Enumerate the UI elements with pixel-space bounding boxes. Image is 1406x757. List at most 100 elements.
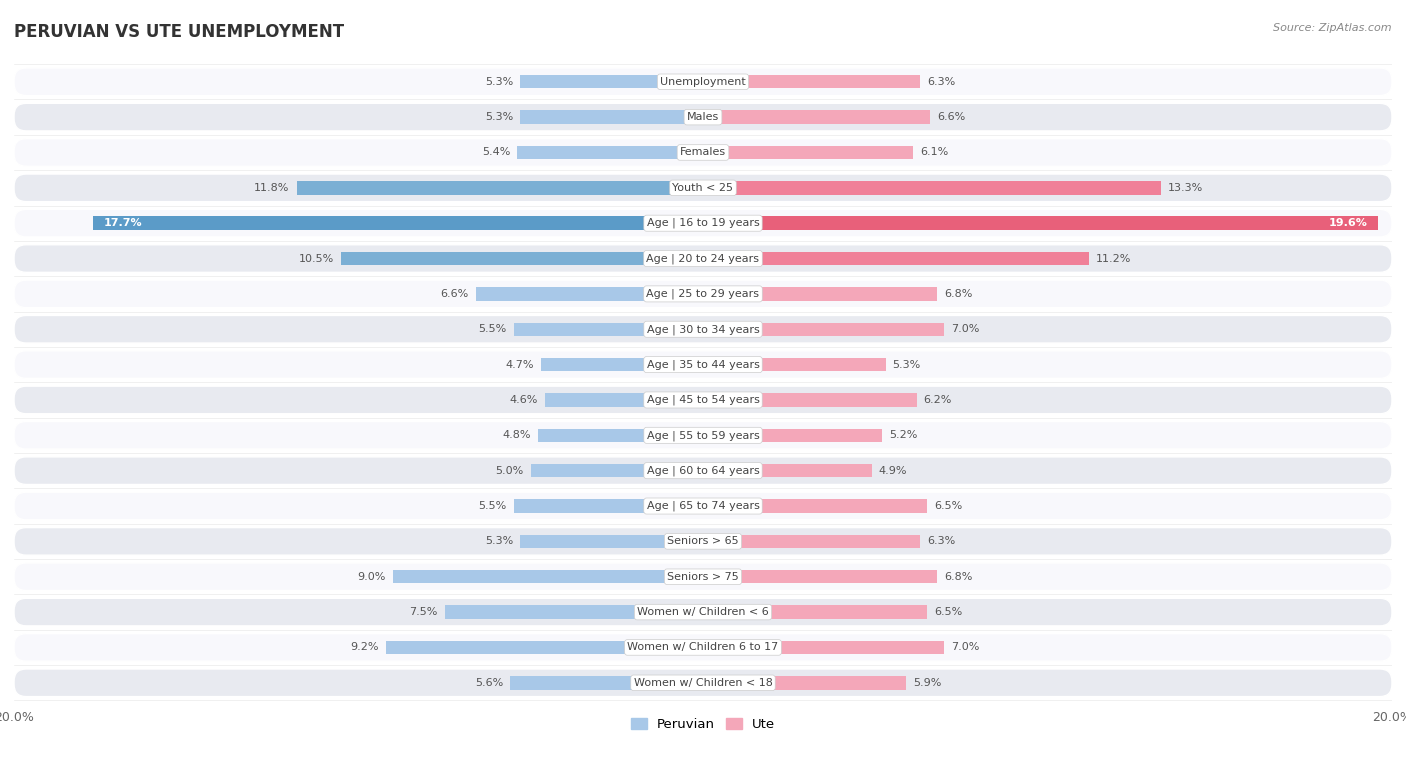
Text: Age | 55 to 59 years: Age | 55 to 59 years — [647, 430, 759, 441]
Text: Age | 30 to 34 years: Age | 30 to 34 years — [647, 324, 759, 335]
FancyBboxPatch shape — [14, 669, 1392, 696]
Text: 11.2%: 11.2% — [1095, 254, 1130, 263]
Text: 5.2%: 5.2% — [889, 430, 917, 441]
FancyBboxPatch shape — [14, 280, 1392, 307]
Bar — [703, 252, 1088, 265]
Text: 6.6%: 6.6% — [440, 289, 468, 299]
FancyBboxPatch shape — [14, 598, 1392, 626]
Bar — [444, 606, 703, 618]
Text: Age | 45 to 54 years: Age | 45 to 54 years — [647, 394, 759, 405]
FancyBboxPatch shape — [14, 563, 1392, 590]
Text: Women w/ Children < 6: Women w/ Children < 6 — [637, 607, 769, 617]
Text: Women w/ Children < 18: Women w/ Children < 18 — [634, 678, 772, 688]
FancyBboxPatch shape — [14, 386, 1392, 414]
FancyBboxPatch shape — [14, 634, 1392, 661]
Bar — [703, 322, 945, 336]
Text: 6.2%: 6.2% — [924, 395, 952, 405]
Text: Age | 20 to 24 years: Age | 20 to 24 years — [647, 254, 759, 263]
Text: Women w/ Children 6 to 17: Women w/ Children 6 to 17 — [627, 643, 779, 653]
Bar — [544, 393, 703, 407]
Bar — [703, 534, 920, 548]
Text: Females: Females — [681, 148, 725, 157]
Bar — [703, 358, 886, 372]
FancyBboxPatch shape — [14, 350, 1392, 378]
Text: 4.6%: 4.6% — [509, 395, 537, 405]
Bar — [513, 322, 703, 336]
Bar — [541, 358, 703, 372]
Text: Males: Males — [688, 112, 718, 122]
Text: 4.7%: 4.7% — [506, 360, 534, 369]
FancyBboxPatch shape — [14, 457, 1392, 484]
Bar — [703, 181, 1161, 195]
Text: Age | 25 to 29 years: Age | 25 to 29 years — [647, 288, 759, 299]
Text: 5.5%: 5.5% — [478, 501, 506, 511]
Text: 4.9%: 4.9% — [879, 466, 907, 475]
Bar — [93, 217, 703, 230]
Bar — [531, 464, 703, 478]
Text: 6.1%: 6.1% — [920, 148, 948, 157]
Bar — [703, 287, 938, 301]
Bar — [475, 287, 703, 301]
Text: 17.7%: 17.7% — [104, 218, 142, 228]
Text: 9.0%: 9.0% — [357, 572, 387, 581]
Bar — [703, 111, 931, 124]
Text: 7.0%: 7.0% — [950, 324, 980, 335]
Text: 6.5%: 6.5% — [934, 501, 962, 511]
Text: 7.0%: 7.0% — [950, 643, 980, 653]
Bar — [703, 428, 882, 442]
Text: 5.6%: 5.6% — [475, 678, 503, 688]
Text: Youth < 25: Youth < 25 — [672, 183, 734, 193]
Bar — [520, 75, 703, 89]
Text: 5.4%: 5.4% — [482, 148, 510, 157]
Bar — [703, 500, 927, 512]
Text: 6.8%: 6.8% — [945, 572, 973, 581]
FancyBboxPatch shape — [14, 422, 1392, 449]
Text: Age | 16 to 19 years: Age | 16 to 19 years — [647, 218, 759, 229]
Text: 7.5%: 7.5% — [409, 607, 437, 617]
Bar — [703, 217, 1378, 230]
Bar — [703, 464, 872, 478]
Bar — [537, 428, 703, 442]
Bar — [387, 640, 703, 654]
Text: 6.3%: 6.3% — [927, 537, 955, 547]
FancyBboxPatch shape — [14, 245, 1392, 273]
Bar — [703, 393, 917, 407]
Text: 4.8%: 4.8% — [502, 430, 531, 441]
Text: 5.3%: 5.3% — [485, 76, 513, 87]
FancyBboxPatch shape — [14, 210, 1392, 237]
Bar — [520, 534, 703, 548]
FancyBboxPatch shape — [14, 104, 1392, 131]
FancyBboxPatch shape — [14, 174, 1392, 201]
Text: 13.3%: 13.3% — [1168, 183, 1204, 193]
Text: 6.3%: 6.3% — [927, 76, 955, 87]
Text: 5.3%: 5.3% — [485, 112, 513, 122]
Text: 11.8%: 11.8% — [254, 183, 290, 193]
FancyBboxPatch shape — [14, 528, 1392, 555]
Bar — [703, 640, 945, 654]
Text: Unemployment: Unemployment — [661, 76, 745, 87]
Text: Age | 35 to 44 years: Age | 35 to 44 years — [647, 360, 759, 370]
Text: 5.5%: 5.5% — [478, 324, 506, 335]
FancyBboxPatch shape — [14, 316, 1392, 343]
Bar — [517, 146, 703, 159]
Text: 19.6%: 19.6% — [1329, 218, 1368, 228]
Text: 6.6%: 6.6% — [938, 112, 966, 122]
Bar — [513, 500, 703, 512]
Bar — [392, 570, 703, 584]
Bar — [342, 252, 703, 265]
Bar — [703, 146, 912, 159]
Text: Age | 60 to 64 years: Age | 60 to 64 years — [647, 466, 759, 476]
Text: Age | 65 to 74 years: Age | 65 to 74 years — [647, 501, 759, 511]
Bar — [703, 676, 907, 690]
Text: 6.5%: 6.5% — [934, 607, 962, 617]
Text: Source: ZipAtlas.com: Source: ZipAtlas.com — [1274, 23, 1392, 33]
Text: 6.8%: 6.8% — [945, 289, 973, 299]
FancyBboxPatch shape — [14, 139, 1392, 167]
Bar — [520, 111, 703, 124]
Bar — [297, 181, 703, 195]
Text: 5.3%: 5.3% — [893, 360, 921, 369]
Bar — [510, 676, 703, 690]
Text: Seniors > 75: Seniors > 75 — [666, 572, 740, 581]
Legend: Peruvian, Ute: Peruvian, Ute — [626, 712, 780, 736]
FancyBboxPatch shape — [14, 68, 1392, 95]
